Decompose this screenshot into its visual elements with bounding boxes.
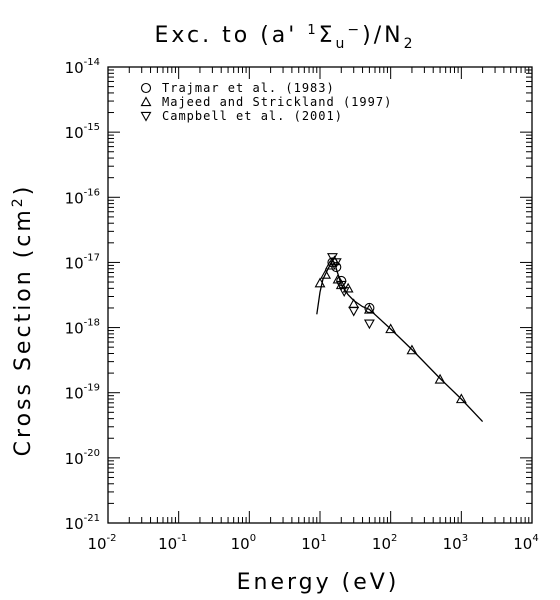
- x-tick-label: 100: [231, 533, 256, 553]
- y-tick-labels: 10-21 10-20 10-19 10-18 10-17 10-16 10-15 10-14: [65, 57, 100, 533]
- series-2-point: [455, 393, 467, 404]
- series-2-point: [363, 303, 375, 314]
- y-tick-label: 10-16: [65, 187, 100, 207]
- chart-title: Exc. to (a' 1Σu−)/N2: [155, 22, 416, 52]
- x-tick-label: 102: [372, 533, 397, 553]
- series-2-point: [320, 268, 332, 279]
- legend-label-1: Trajmar et al. (1983): [162, 81, 335, 95]
- series-1-point: [364, 302, 375, 314]
- legend-marker-3: [140, 111, 152, 122]
- series-3-point: [348, 306, 360, 317]
- series-2-point: [314, 277, 326, 288]
- series-1-point: [331, 261, 342, 273]
- y-tick-label: 10-18: [65, 318, 100, 338]
- series-3-point: [327, 253, 338, 263]
- x-axis-label: Energy (eV): [237, 570, 400, 595]
- x-tick-label: 101: [301, 533, 326, 553]
- series-2-point: [406, 344, 418, 355]
- data-markers: [314, 253, 467, 404]
- series-2-point: [434, 373, 446, 384]
- y-tick-label: 10-19: [65, 383, 100, 403]
- y-tick-label: 10-20: [65, 448, 100, 468]
- y-tick-label: 10-17: [65, 252, 100, 272]
- y-axis-label: Cross Section (cm2): [10, 184, 36, 457]
- legend-marker-1: [140, 82, 152, 94]
- y-tick-label: 10-21: [65, 513, 100, 533]
- x-tick-label: 104: [513, 533, 538, 553]
- series-3-point: [335, 280, 347, 291]
- series-3-point: [363, 319, 375, 330]
- series-3-point: [338, 287, 350, 297]
- series-2-point: [385, 323, 397, 334]
- legend-marker-2: [140, 96, 152, 107]
- x-tick-labels: 10-2 10-1 100 101 102 103 104: [87, 533, 538, 553]
- legend: Trajmar et al. (1983)Majeed and Strickla…: [140, 81, 392, 123]
- x-tick-label: 10-1: [158, 533, 187, 553]
- legend-label-3: Campbell et al. (2001): [162, 109, 343, 123]
- x-tick-label: 10-2: [87, 533, 116, 553]
- legend-label-2: Majeed and Strickland (1997): [162, 95, 392, 109]
- y-tick-label: 10-15: [65, 122, 100, 142]
- x-tick-label: 103: [443, 533, 468, 553]
- minor-ticks: [107, 67, 532, 524]
- y-tick-label: 10-14: [65, 57, 100, 77]
- series-3-point: [330, 258, 342, 269]
